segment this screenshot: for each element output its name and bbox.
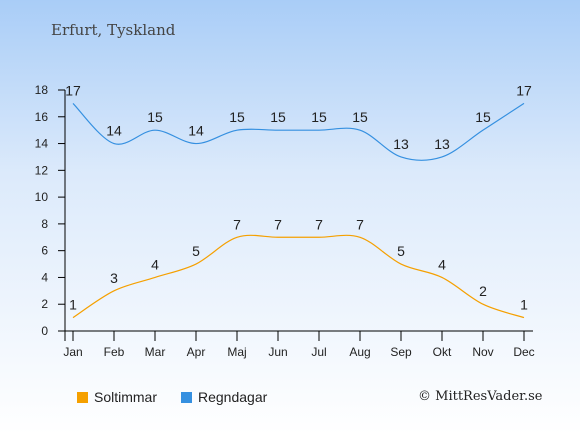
data-label-soltimmar: 3 (110, 270, 118, 286)
x-tick-label: Jan (63, 345, 82, 359)
data-label-regndagar: 15 (352, 109, 368, 125)
copyright-text: © MittResVader.se (418, 389, 543, 404)
legend-item-regndagar: Regndagar (181, 389, 267, 405)
legend-swatch-soltimmar (77, 391, 88, 403)
data-label-regndagar: 17 (516, 82, 532, 98)
x-tick-label: Maj (227, 345, 246, 359)
data-label-soltimmar: 2 (479, 283, 487, 299)
data-label-soltimmar: 1 (69, 297, 77, 313)
y-tick-label: 8 (41, 217, 48, 231)
data-label-regndagar: 15 (270, 109, 286, 125)
data-label-soltimmar: 7 (274, 216, 282, 232)
y-tick-label: 16 (35, 110, 49, 124)
x-tick-label: Dec (513, 345, 534, 359)
place-title: Erfurt, Tyskland (51, 21, 176, 39)
x-tick-label: Nov (472, 345, 493, 359)
x-tick-label: Okt (433, 345, 452, 359)
y-tick-label: 0 (41, 324, 48, 338)
data-label-regndagar: 17 (65, 82, 81, 98)
x-tick-label: Sep (390, 345, 412, 359)
series-line-soltimmar (72, 234, 525, 319)
data-label-regndagar: 14 (188, 123, 204, 139)
y-tick-label: 4 (41, 270, 48, 284)
data-label-soltimmar: 4 (151, 256, 159, 272)
data-label-regndagar: 15 (475, 109, 491, 125)
data-label-regndagar: 14 (106, 123, 122, 139)
x-tick-label: Jul (311, 345, 326, 359)
data-label-regndagar: 15 (229, 109, 245, 125)
y-tick-label: 14 (35, 137, 49, 151)
legend-item-soltimmar: Soltimmar (77, 389, 157, 405)
x-tick-label: Aug (349, 345, 370, 359)
y-tick-label: 10 (35, 190, 49, 204)
data-label-soltimmar: 5 (192, 243, 200, 259)
data-label-soltimmar: 4 (438, 256, 446, 272)
data-label-regndagar: 15 (147, 109, 163, 125)
data-label-soltimmar: 7 (233, 216, 241, 232)
legend-swatch-regndagar (181, 391, 192, 403)
x-tick-label: Apr (187, 345, 206, 359)
y-tick-label: 6 (41, 244, 48, 258)
data-label-regndagar: 13 (434, 136, 450, 152)
y-tick-label: 12 (35, 163, 49, 177)
x-tick-label: Feb (104, 345, 125, 359)
legend-label-soltimmar: Soltimmar (94, 389, 158, 405)
y-tick-label: 2 (41, 297, 48, 311)
y-tick-label: 18 (35, 83, 49, 97)
data-label-regndagar: 13 (393, 136, 409, 152)
x-tick-label: Mar (145, 345, 166, 359)
data-label-regndagar: 15 (311, 109, 327, 125)
x-tick-label: Jun (268, 345, 287, 359)
series-line-regndagar (72, 102, 525, 161)
data-label-soltimmar: 5 (397, 243, 405, 259)
data-label-soltimmar: 7 (315, 216, 323, 232)
data-label-soltimmar: 1 (520, 297, 528, 313)
data-label-soltimmar: 7 (356, 216, 364, 232)
legend-label-regndagar: Regndagar (198, 389, 268, 405)
